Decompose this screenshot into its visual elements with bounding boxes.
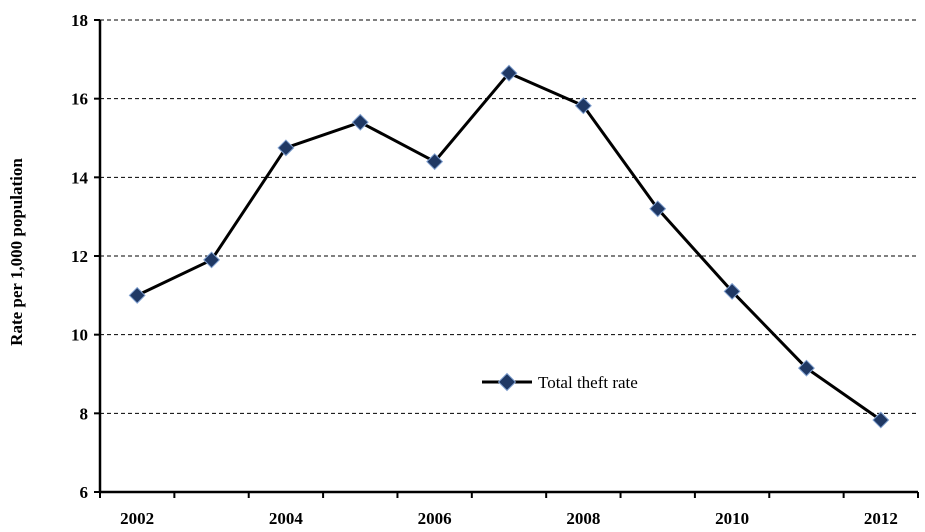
y-tick-label-8: 8 [80, 404, 89, 423]
data-point-2003 [203, 251, 221, 269]
data-point-2006 [426, 153, 444, 171]
grid-lines [100, 19, 918, 414]
legend-marker [497, 372, 517, 392]
data-point-2002 [128, 286, 146, 304]
data-point-2008 [574, 97, 592, 115]
data-point-2010 [723, 282, 741, 300]
y-tick-label-10: 10 [71, 326, 88, 345]
x-tick-label-2012: 2012 [864, 509, 898, 528]
series-line [136, 71, 882, 422]
x-tick-label-2002: 2002 [120, 509, 154, 528]
legend-label: Total theft rate [538, 373, 638, 392]
y-tick-label-16: 16 [71, 90, 88, 109]
x-tick-label-2008: 2008 [566, 509, 600, 528]
data-point-2005 [351, 113, 369, 131]
y-tick-label-6: 6 [80, 483, 89, 502]
data-point-2011 [797, 359, 815, 377]
y-axis-ticks: 6 8 10 12 14 16 18 [71, 11, 100, 502]
x-axis-ticks: 2002 2004 2006 2008 2010 2012 [99, 492, 919, 528]
series-layer [128, 64, 890, 429]
data-point-2004 [277, 139, 295, 157]
y-tick-label-12: 12 [71, 247, 88, 266]
legend: Total theft rate [482, 372, 638, 392]
y-axis-title: Rate per 1,000 population [7, 158, 26, 346]
x-tick-label-2004: 2004 [269, 509, 304, 528]
y-tick-label-18: 18 [71, 11, 88, 30]
x-tick-label-2006: 2006 [418, 509, 452, 528]
data-point-2009 [649, 200, 667, 218]
data-point-2012 [872, 411, 890, 429]
data-point-2007 [500, 64, 518, 82]
x-tick-label-2010: 2010 [715, 509, 749, 528]
y-tick-label-14: 14 [71, 168, 89, 187]
